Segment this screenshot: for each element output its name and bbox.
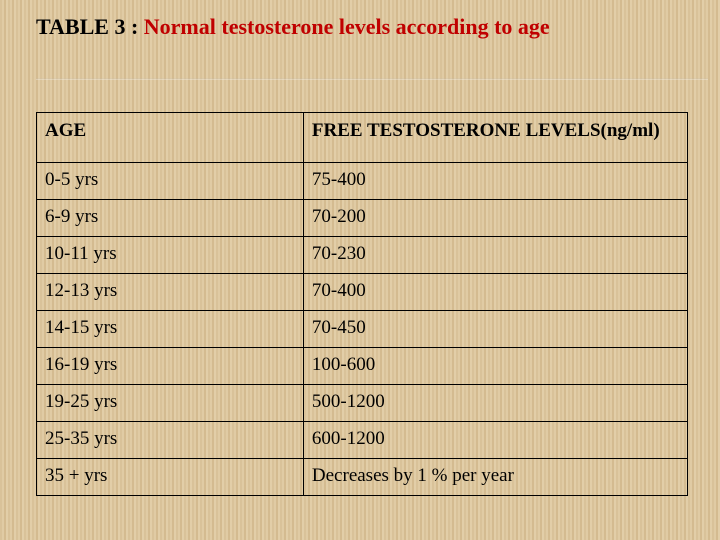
column-header-age: AGE [37, 113, 304, 163]
table-row: 35 + yrs Decreases by 1 % per year [37, 459, 688, 496]
table-row: 10-11 yrs 70-230 [37, 237, 688, 274]
table-row: 0-5 yrs 75-400 [37, 163, 688, 200]
cell-age: 19-25 yrs [37, 385, 304, 422]
table-row: 6-9 yrs 70-200 [37, 200, 688, 237]
divider-rule [36, 78, 708, 80]
cell-levels: 500-1200 [303, 385, 687, 422]
table-row: 16-19 yrs 100-600 [37, 348, 688, 385]
cell-age: 6-9 yrs [37, 200, 304, 237]
cell-age: 25-35 yrs [37, 422, 304, 459]
cell-levels: 70-400 [303, 274, 687, 311]
table-header-row: AGE FREE TESTOSTERONE LEVELS(ng/ml) [37, 113, 688, 163]
cell-age: 16-19 yrs [37, 348, 304, 385]
cell-age: 14-15 yrs [37, 311, 304, 348]
cell-levels: 70-230 [303, 237, 687, 274]
testosterone-table-container: AGE FREE TESTOSTERONE LEVELS(ng/ml) 0-5 … [36, 112, 688, 496]
cell-levels: 70-200 [303, 200, 687, 237]
cell-age: 12-13 yrs [37, 274, 304, 311]
cell-age: 10-11 yrs [37, 237, 304, 274]
cell-levels: Decreases by 1 % per year [303, 459, 687, 496]
table-title: Normal testosterone levels according to … [144, 14, 550, 39]
table-row: 14-15 yrs 70-450 [37, 311, 688, 348]
cell-levels: 100-600 [303, 348, 687, 385]
table-heading: TABLE 3 : Normal testosterone levels acc… [36, 14, 708, 40]
table-row: 19-25 yrs 500-1200 [37, 385, 688, 422]
cell-levels: 600-1200 [303, 422, 687, 459]
cell-age: 0-5 yrs [37, 163, 304, 200]
table-row: 25-35 yrs 600-1200 [37, 422, 688, 459]
column-header-levels: FREE TESTOSTERONE LEVELS(ng/ml) [303, 113, 687, 163]
table-row: 12-13 yrs 70-400 [37, 274, 688, 311]
cell-levels: 75-400 [303, 163, 687, 200]
cell-age: 35 + yrs [37, 459, 304, 496]
cell-levels: 70-450 [303, 311, 687, 348]
table-number-label: TABLE 3 : [36, 14, 138, 39]
testosterone-table: AGE FREE TESTOSTERONE LEVELS(ng/ml) 0-5 … [36, 112, 688, 496]
